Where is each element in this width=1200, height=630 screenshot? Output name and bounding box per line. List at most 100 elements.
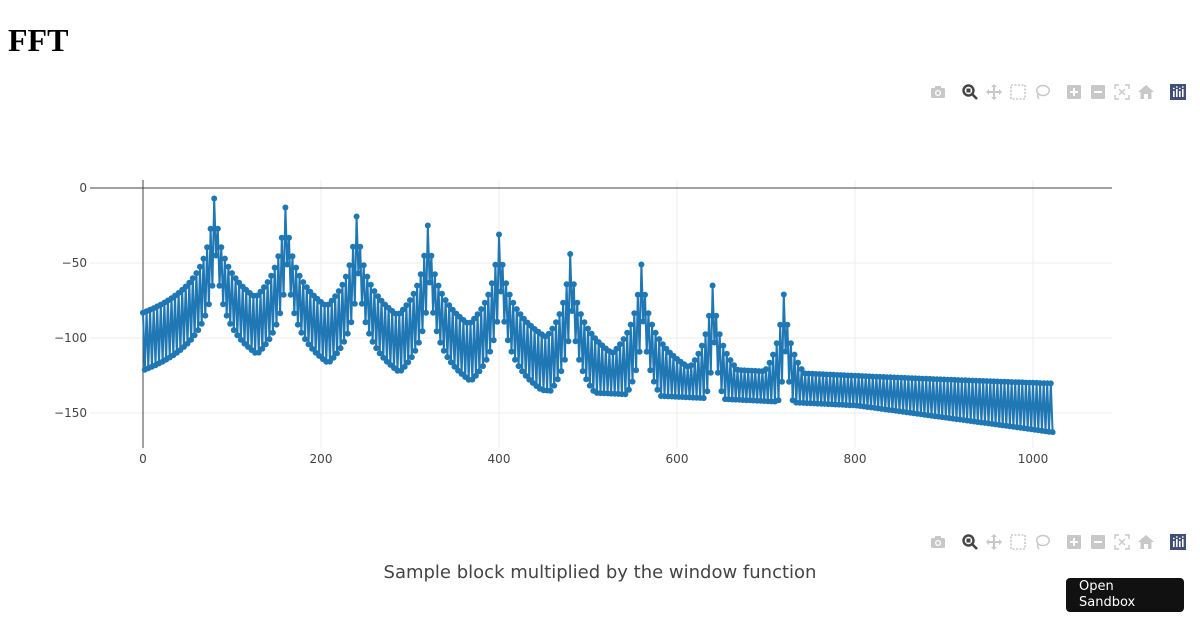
data-point[interactable]	[480, 363, 486, 370]
data-point[interactable]	[485, 291, 492, 298]
data-point[interactable]	[579, 368, 586, 375]
data-point[interactable]	[629, 378, 636, 385]
data-point[interactable]	[625, 386, 632, 393]
data-point[interactable]	[375, 293, 381, 300]
data-point[interactable]	[414, 282, 421, 289]
data-point[interactable]	[515, 363, 522, 370]
data-point[interactable]	[403, 302, 410, 309]
zoom-out-button[interactable]	[1086, 531, 1110, 553]
data-point[interactable]	[289, 253, 296, 260]
data-point[interactable]	[271, 264, 278, 271]
data-point[interactable]	[218, 244, 225, 251]
data-point[interactable]	[237, 336, 244, 343]
data-point[interactable]	[787, 340, 794, 347]
data-point[interactable]	[366, 330, 373, 337]
data-point[interactable]	[560, 299, 567, 306]
lasso-select-button[interactable]	[1030, 531, 1054, 553]
autoscale-button[interactable]	[1110, 531, 1134, 553]
data-point[interactable]	[469, 376, 476, 383]
data-point[interactable]	[405, 359, 412, 366]
data-point[interactable]	[431, 271, 438, 278]
data-point[interactable]	[471, 315, 478, 322]
data-point[interactable]	[474, 311, 481, 318]
data-point[interactable]	[294, 321, 301, 328]
camera-button[interactable]	[926, 81, 950, 103]
data-point[interactable]	[567, 251, 574, 257]
data-point[interactable]	[351, 300, 358, 307]
data-point[interactable]	[330, 354, 337, 361]
data-point[interactable]	[617, 341, 623, 348]
data-point[interactable]	[221, 255, 228, 262]
data-point[interactable]	[770, 351, 777, 358]
data-point[interactable]	[234, 332, 241, 339]
data-point[interactable]	[451, 363, 458, 370]
data-point[interactable]	[791, 351, 798, 358]
data-point[interactable]	[506, 291, 513, 298]
data-point[interactable]	[494, 318, 501, 325]
data-point[interactable]	[636, 348, 643, 355]
data-point[interactable]	[706, 312, 712, 319]
data-point[interactable]	[369, 338, 376, 345]
data-point[interactable]	[415, 339, 422, 346]
data-point[interactable]	[654, 386, 661, 393]
data-point[interactable]	[419, 328, 426, 335]
plotly-logo-button[interactable]	[1166, 531, 1190, 553]
data-point[interactable]	[609, 349, 616, 356]
data-point[interactable]	[435, 282, 442, 289]
data-point[interactable]	[325, 301, 332, 308]
data-point[interactable]	[334, 350, 340, 357]
data-point[interactable]	[700, 395, 707, 402]
data-point[interactable]	[713, 312, 720, 319]
zoom-button[interactable]	[958, 531, 982, 553]
data-point[interactable]	[510, 299, 517, 306]
data-point[interactable]	[723, 350, 730, 357]
data-point[interactable]	[586, 382, 593, 389]
data-point[interactable]	[412, 347, 419, 354]
data-point[interactable]	[1049, 429, 1056, 436]
data-point[interactable]	[640, 318, 647, 325]
data-point[interactable]	[202, 312, 209, 319]
data-point[interactable]	[508, 348, 515, 355]
data-point[interactable]	[481, 299, 488, 306]
data-point[interactable]	[277, 310, 284, 317]
data-point[interactable]	[184, 340, 191, 347]
data-point[interactable]	[442, 297, 449, 304]
data-point[interactable]	[421, 252, 428, 259]
data-point[interactable]	[478, 306, 485, 313]
data-point[interactable]	[483, 356, 490, 363]
data-point[interactable]	[492, 261, 499, 268]
data-point[interactable]	[433, 328, 440, 335]
data-point[interactable]	[227, 320, 234, 327]
pan-button[interactable]	[982, 81, 1006, 103]
data-point[interactable]	[266, 336, 273, 343]
data-point[interactable]	[437, 339, 444, 346]
data-point[interactable]	[581, 319, 588, 326]
data-point[interactable]	[576, 356, 583, 363]
data-point[interactable]	[346, 262, 353, 269]
data-point[interactable]	[407, 297, 413, 304]
data-point[interactable]	[350, 243, 356, 250]
data-point[interactable]	[286, 234, 292, 241]
data-point[interactable]	[522, 372, 529, 379]
data-point[interactable]	[688, 362, 695, 369]
data-point[interactable]	[364, 273, 371, 280]
data-point[interactable]	[211, 195, 218, 202]
data-point[interactable]	[326, 358, 333, 365]
data-point[interactable]	[709, 282, 716, 289]
data-point[interactable]	[296, 272, 303, 279]
data-point[interactable]	[197, 263, 203, 270]
data-point[interactable]	[777, 321, 784, 328]
data-point[interactable]	[362, 319, 369, 326]
data-point[interactable]	[503, 280, 510, 287]
data-point[interactable]	[496, 231, 502, 238]
data-point[interactable]	[565, 338, 572, 345]
data-point[interactable]	[430, 309, 437, 316]
data-point[interactable]	[780, 291, 787, 298]
data-point[interactable]	[775, 397, 782, 404]
data-point[interactable]	[353, 213, 360, 220]
data-point[interactable]	[512, 356, 518, 363]
box-select-button[interactable]	[1006, 81, 1030, 103]
data-point[interactable]	[213, 252, 219, 259]
data-point[interactable]	[513, 306, 520, 313]
data-point[interactable]	[229, 270, 235, 277]
